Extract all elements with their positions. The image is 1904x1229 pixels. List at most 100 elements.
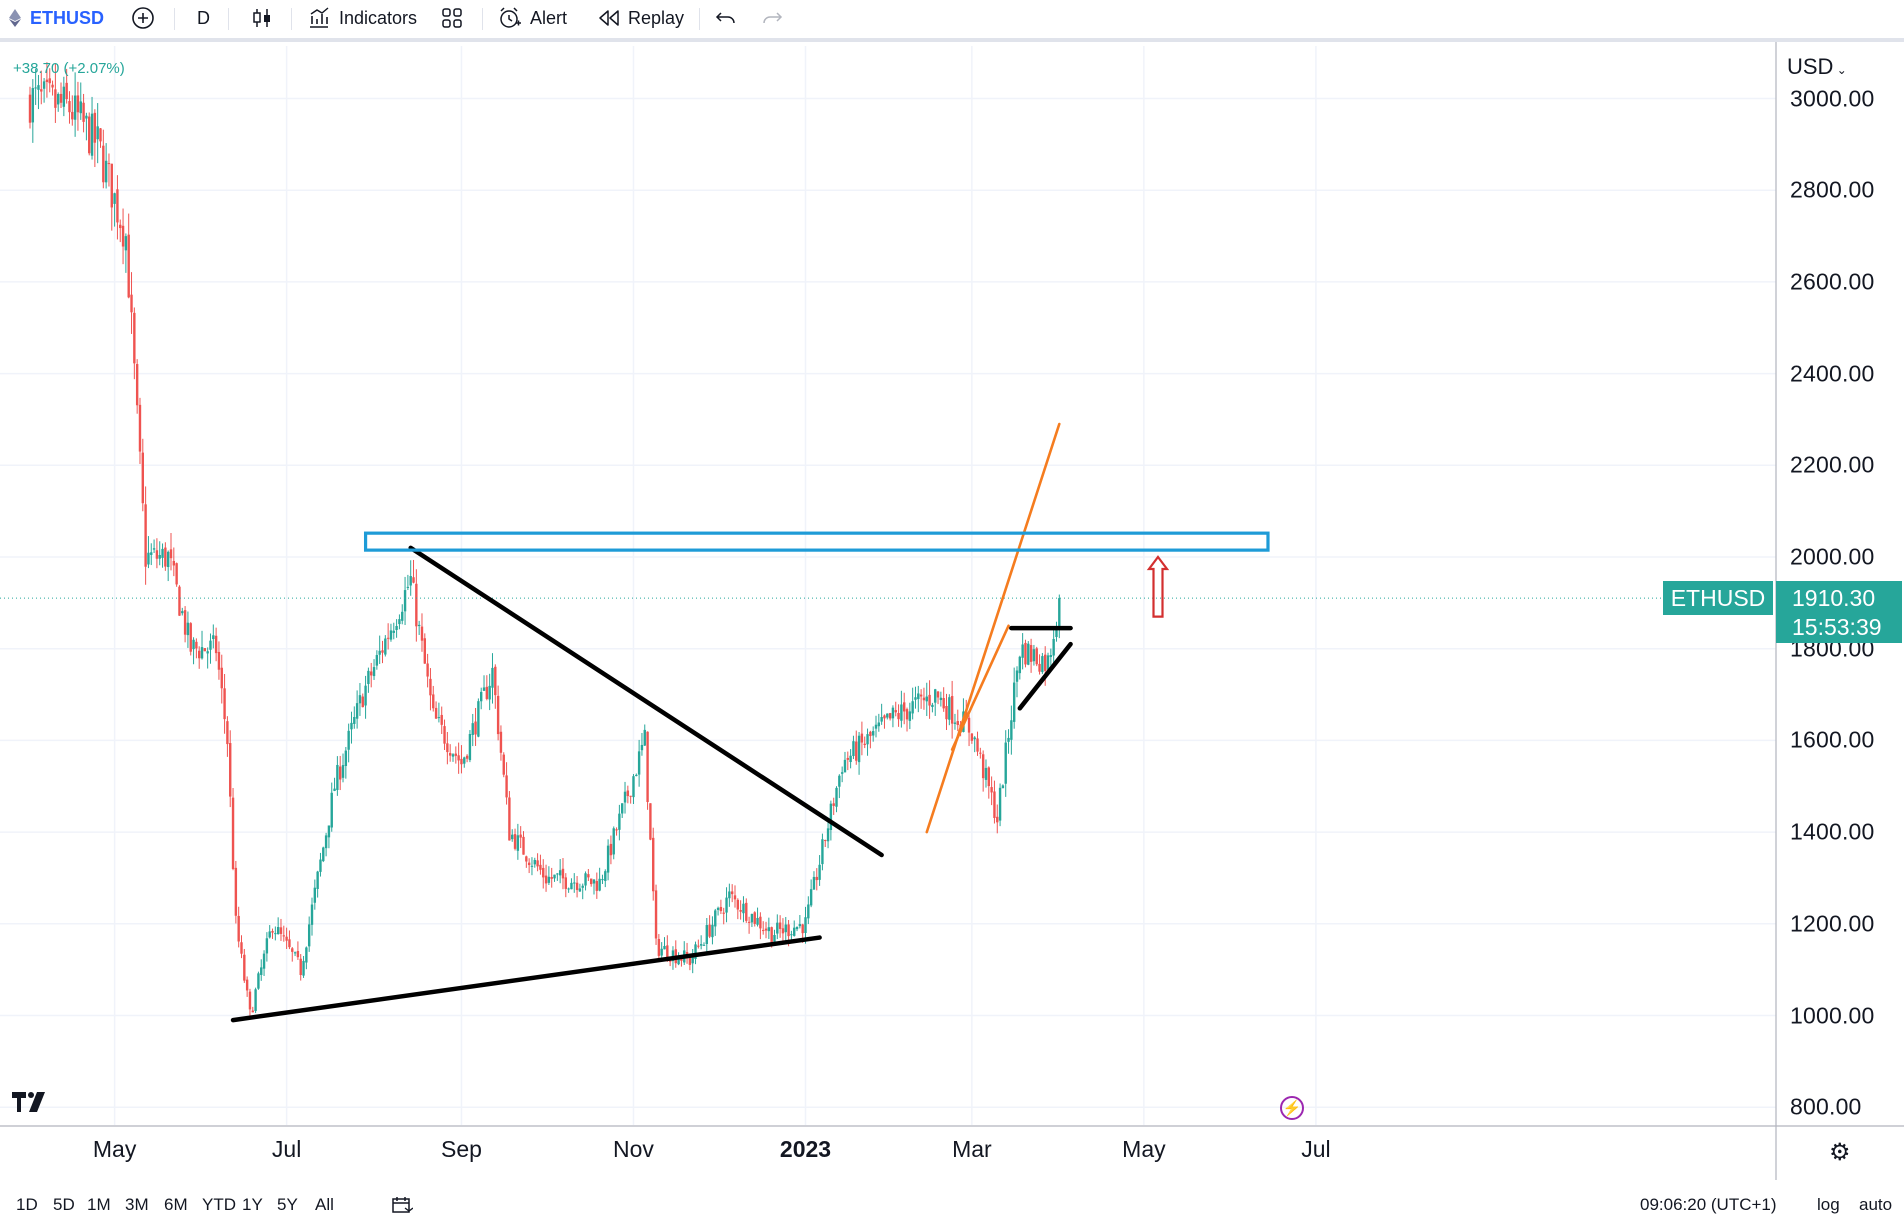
auto-scale-toggle[interactable]: auto — [1859, 1195, 1893, 1214]
candle-body — [471, 723, 474, 735]
candle — [488, 673, 491, 711]
candle-body — [68, 101, 71, 113]
candle — [341, 753, 345, 783]
candle-body — [708, 924, 711, 937]
candle — [595, 872, 599, 899]
candle — [68, 91, 71, 124]
date-range-calendar-icon[interactable] — [391, 1195, 414, 1220]
candle-body — [361, 696, 364, 708]
currency-selector[interactable]: USD ⌄ — [1787, 54, 1847, 80]
range-button-ytd[interactable]: YTD — [202, 1195, 236, 1214]
candle-body — [293, 952, 297, 954]
candle — [998, 783, 1002, 827]
candle — [527, 858, 531, 874]
candle — [979, 747, 982, 759]
candle — [550, 867, 553, 888]
candle-body — [248, 991, 252, 1010]
layouts-button[interactable] — [441, 0, 463, 36]
alert-button[interactable]: Alert — [498, 0, 567, 36]
drawings[interactable] — [230, 422, 1270, 1023]
black-trendline[interactable] — [1017, 641, 1073, 711]
undo-button[interactable] — [715, 0, 737, 36]
candle-body — [460, 758, 463, 765]
candle-body — [353, 716, 356, 724]
range-button-6m[interactable]: 6M — [164, 1195, 188, 1214]
range-button-5y[interactable]: 5Y — [277, 1195, 298, 1214]
candle — [818, 855, 821, 886]
candle-body — [832, 803, 835, 806]
candle-body — [575, 882, 579, 890]
candle-body — [45, 79, 49, 82]
candle-body — [874, 724, 878, 729]
tradingview-logo[interactable] — [12, 1088, 50, 1119]
candle-body — [212, 635, 215, 640]
candle-body — [640, 744, 644, 751]
candle — [474, 707, 477, 746]
candle — [440, 706, 443, 734]
candle-body — [894, 710, 897, 713]
candle-body — [285, 936, 288, 941]
lightning-icon[interactable]: ⚡ — [1280, 1096, 1304, 1120]
candle-body — [437, 717, 441, 719]
time-tick-label: Nov — [613, 1136, 654, 1162]
chart-type-button[interactable] — [251, 0, 273, 36]
candle — [415, 569, 418, 642]
orange-trendline[interactable] — [925, 422, 1061, 834]
candle-body — [457, 755, 460, 761]
candle-body — [454, 753, 458, 756]
compare-symbol-button[interactable] — [131, 0, 155, 36]
candle-body — [860, 733, 864, 743]
range-button-5d[interactable]: 5D — [53, 1195, 75, 1214]
candle — [905, 707, 909, 732]
candle — [542, 859, 545, 889]
time-tick-label: 2023 — [779, 1136, 832, 1162]
candle — [491, 653, 494, 704]
candle — [358, 683, 362, 716]
candle — [826, 818, 830, 849]
range-button-3m[interactable]: 3M — [125, 1195, 149, 1214]
log-scale-toggle[interactable]: log — [1817, 1195, 1840, 1214]
settings-gear-icon[interactable]: ⚙ — [1829, 1139, 1851, 1166]
candle-body — [423, 638, 426, 664]
range-button-1y[interactable]: 1Y — [242, 1195, 263, 1214]
candle — [195, 638, 198, 659]
candle-body — [939, 697, 943, 701]
candle — [530, 857, 534, 876]
black-trendline[interactable] — [230, 935, 822, 1023]
candle-body — [34, 87, 37, 89]
orange-trendline[interactable] — [950, 624, 1010, 751]
candle-body — [76, 95, 80, 113]
candle — [130, 272, 133, 334]
resistance-zone-rectangle[interactable] — [363, 531, 1270, 552]
indicators-button[interactable]: Indicators — [307, 0, 417, 36]
candle — [533, 857, 536, 868]
candle-body — [409, 576, 412, 586]
candle — [773, 929, 776, 942]
candle-body — [581, 885, 584, 888]
candle — [950, 680, 954, 739]
candle-body — [716, 907, 720, 910]
candles-icon — [253, 9, 270, 27]
symbol-search[interactable]: ETHUSD — [8, 0, 104, 36]
redo-button[interactable] — [761, 0, 783, 36]
candle — [587, 869, 590, 881]
black-trendline[interactable] — [408, 545, 884, 858]
candle — [229, 730, 232, 808]
replay-button[interactable]: Replay — [598, 0, 684, 36]
range-button-all[interactable]: All — [315, 1195, 334, 1214]
candle — [762, 921, 765, 935]
interval-button[interactable]: D — [197, 0, 210, 36]
clock-timezone[interactable]: 09:06:20 (UTC+1) — [1640, 1195, 1777, 1214]
range-button-1d[interactable]: 1D — [16, 1195, 38, 1214]
candle-body — [826, 828, 830, 842]
candle — [1021, 633, 1024, 670]
candle — [1012, 667, 1016, 729]
range-button-1m[interactable]: 1M — [87, 1195, 111, 1214]
candle — [40, 70, 43, 105]
up-arrow-drawing[interactable] — [1146, 555, 1170, 618]
candle — [919, 689, 923, 709]
candle — [245, 976, 249, 997]
candle-body — [488, 685, 491, 700]
candle-body — [911, 701, 914, 714]
